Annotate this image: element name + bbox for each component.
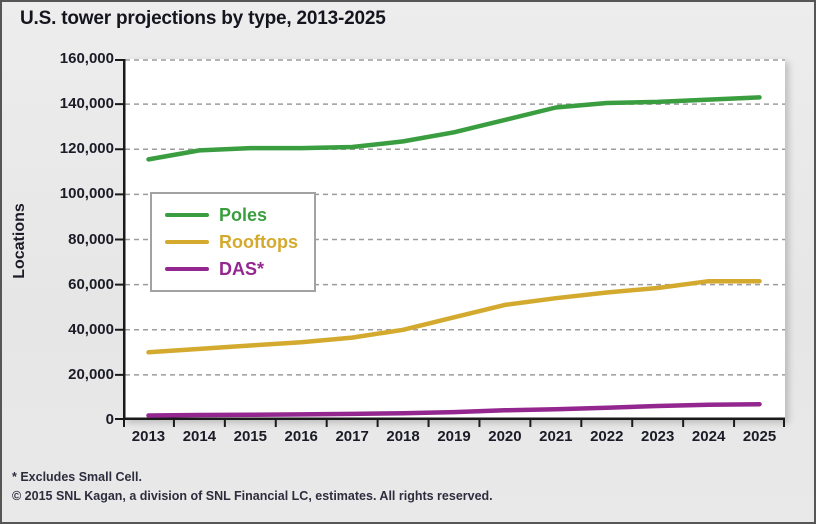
y-axis-tick-label: 80,000 bbox=[68, 230, 114, 248]
footnotes: * Excludes Small Cell. © 2015 SNL Kagan,… bbox=[12, 468, 493, 506]
x-axis-tick-label: 2015 bbox=[233, 428, 267, 445]
x-axis-tick-label: 2017 bbox=[335, 428, 369, 445]
chart-legend: Poles Rooftops DAS* bbox=[150, 192, 316, 292]
x-axis-tick-label: 2018 bbox=[386, 428, 420, 445]
y-axis-tick-label: 140,000 bbox=[59, 95, 114, 113]
chart-title: U.S. tower projections by type, 2013-202… bbox=[20, 8, 386, 29]
legend-line-swatch bbox=[165, 240, 209, 244]
y-axis-tick-label: 100,000 bbox=[59, 185, 114, 203]
legend-line-swatch bbox=[165, 267, 209, 271]
series-line-das bbox=[146, 401, 762, 418]
x-axis-tick-label: 2021 bbox=[539, 428, 573, 445]
plot-area: Poles Rooftops DAS* bbox=[115, 59, 785, 427]
footnote-excludes-small-cell: * Excludes Small Cell. bbox=[12, 470, 142, 484]
x-axis-tick-label: 2025 bbox=[742, 428, 777, 445]
series-line-poles bbox=[146, 95, 762, 162]
x-axis-tick-label: 2013 bbox=[131, 428, 166, 445]
y-axis-tick-label: 60,000 bbox=[68, 275, 114, 293]
legend-line-swatch bbox=[165, 213, 209, 217]
legend-item-poles: Poles bbox=[165, 205, 298, 225]
legend-item-rooftops: Rooftops bbox=[165, 232, 298, 252]
x-axis-tick-label: 2024 bbox=[691, 428, 726, 445]
y-axis-tick-label: 0 bbox=[105, 411, 114, 428]
legend-item-das: DAS* bbox=[165, 259, 298, 279]
x-axis-tick-label: 2016 bbox=[284, 428, 318, 445]
y-axis-tick-label: 120,000 bbox=[59, 140, 114, 158]
y-axis-tick-label: 160,000 bbox=[59, 50, 114, 67]
y-axis-tick-label: 20,000 bbox=[68, 365, 114, 383]
x-axis-tick-label: 2020 bbox=[488, 428, 522, 445]
x-axis-tick-label: 2022 bbox=[590, 428, 624, 445]
x-axis-tick-label: 2023 bbox=[641, 428, 675, 445]
legend-label: Poles bbox=[219, 205, 268, 225]
legend-label: DAS* bbox=[219, 259, 265, 279]
x-axis-tick-label: 2019 bbox=[437, 428, 471, 445]
legend-label: Rooftops bbox=[219, 232, 298, 252]
series-line-rooftops bbox=[146, 278, 762, 355]
footnote-copyright: © 2015 SNL Kagan, a division of SNL Fina… bbox=[12, 489, 493, 503]
y-axis-tick-label: 40,000 bbox=[68, 320, 114, 338]
x-axis-tick-label: 2014 bbox=[182, 428, 217, 445]
